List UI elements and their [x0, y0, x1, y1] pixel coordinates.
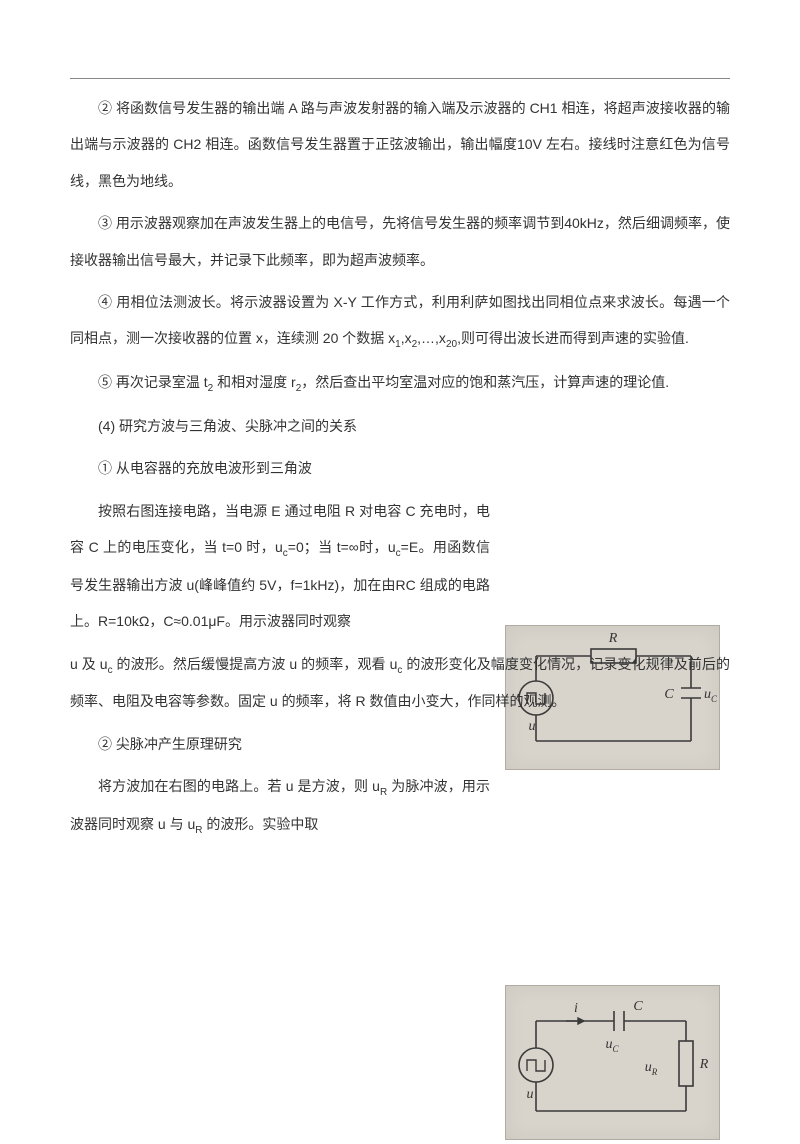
paragraph-heading-4: (4) 研究方波与三角波、尖脉冲之间的关系: [70, 408, 730, 444]
text: ,则可得出波长进而得到声速的实验值.: [457, 330, 689, 346]
sub: 20: [446, 339, 457, 350]
paragraph-8: ② 尖脉冲产生原理研究: [70, 726, 730, 762]
paragraph-3: ③ 用示波器观察加在声波发生器上的电信号，先将信号发生器的频率调节到40kHz，…: [70, 205, 730, 278]
text: 将方波加在右图的电路上。若 u 是方波，则 u: [98, 778, 380, 794]
paragraph-7b: u 及 uc 的波形。然后缓慢提高方波 u 的频率，观看 uc 的波形变化及幅度…: [70, 646, 730, 720]
text: ,…,x: [417, 330, 446, 346]
text: ⑤ 再次记录室温 t: [98, 374, 208, 390]
label-u2: u: [527, 1087, 534, 1102]
paragraph-6-1: ① 从电容器的充放电波形到三角波: [70, 450, 730, 486]
page-container: ② 将函数信号发生器的输出端 A 路与声波发射器的输入端及示波器的 CH1 相连…: [0, 0, 800, 900]
label-uR: uR: [645, 1060, 658, 1077]
text: 和相对湿度 r: [213, 374, 295, 390]
text: 的波形。实验中取: [202, 816, 318, 832]
label-C2: C: [633, 999, 643, 1014]
paragraph-4: ④ 用相位法测波长。将示波器设置为 X-Y 工作方式，利用利萨如图找出同相位点来…: [70, 284, 730, 358]
header-rule: [70, 78, 730, 79]
content: ② 将函数信号发生器的输出端 A 路与声波发射器的输入端及示波器的 CH1 相连…: [70, 90, 730, 844]
text: =0；当 t=∞时，u: [288, 539, 396, 555]
circuit-svg-2: i C uC uR R u: [506, 986, 721, 1141]
label-R2: R: [699, 1057, 709, 1072]
paragraph-9: 将方波加在右图的电路上。若 u 是方波，则 uR 为脉冲波，用示波器同时观察 u…: [70, 768, 490, 844]
text: ，然后查出平均室温对应的饱和蒸汽压，计算声速的理论值.: [301, 374, 669, 390]
text-block: ② 将函数信号发生器的输出端 A 路与声波发射器的输入端及示波器的 CH1 相连…: [70, 90, 730, 844]
paragraph-5: ⑤ 再次记录室温 t2 和相对湿度 r2，然后查出平均室温对应的饱和蒸汽压，计算…: [70, 364, 730, 402]
paragraph-7a: 按照右图连接电路，当电源 E 通过电阻 R 对电容 C 充电时，电容 C 上的电…: [70, 493, 490, 640]
circuit-figure-2: i C uC uR R u: [505, 985, 720, 1140]
label-uC2: uC: [605, 1037, 619, 1054]
label-i: i: [574, 1001, 578, 1016]
text: ,x: [401, 330, 412, 346]
text: u 及 u: [70, 656, 108, 672]
text: 的波形。然后缓慢提高方波 u 的频率，观看 u: [113, 656, 398, 672]
paragraph-2: ② 将函数信号发生器的输出端 A 路与声波发射器的输入端及示波器的 CH1 相连…: [70, 90, 730, 199]
